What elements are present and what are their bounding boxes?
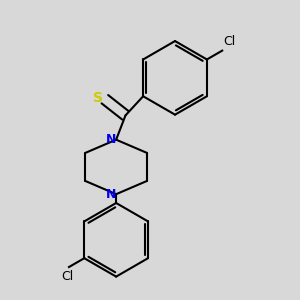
Text: Cl: Cl [224,35,236,48]
Text: N: N [106,133,116,146]
Text: N: N [106,188,116,201]
Text: S: S [92,91,103,105]
Text: Cl: Cl [61,270,74,283]
